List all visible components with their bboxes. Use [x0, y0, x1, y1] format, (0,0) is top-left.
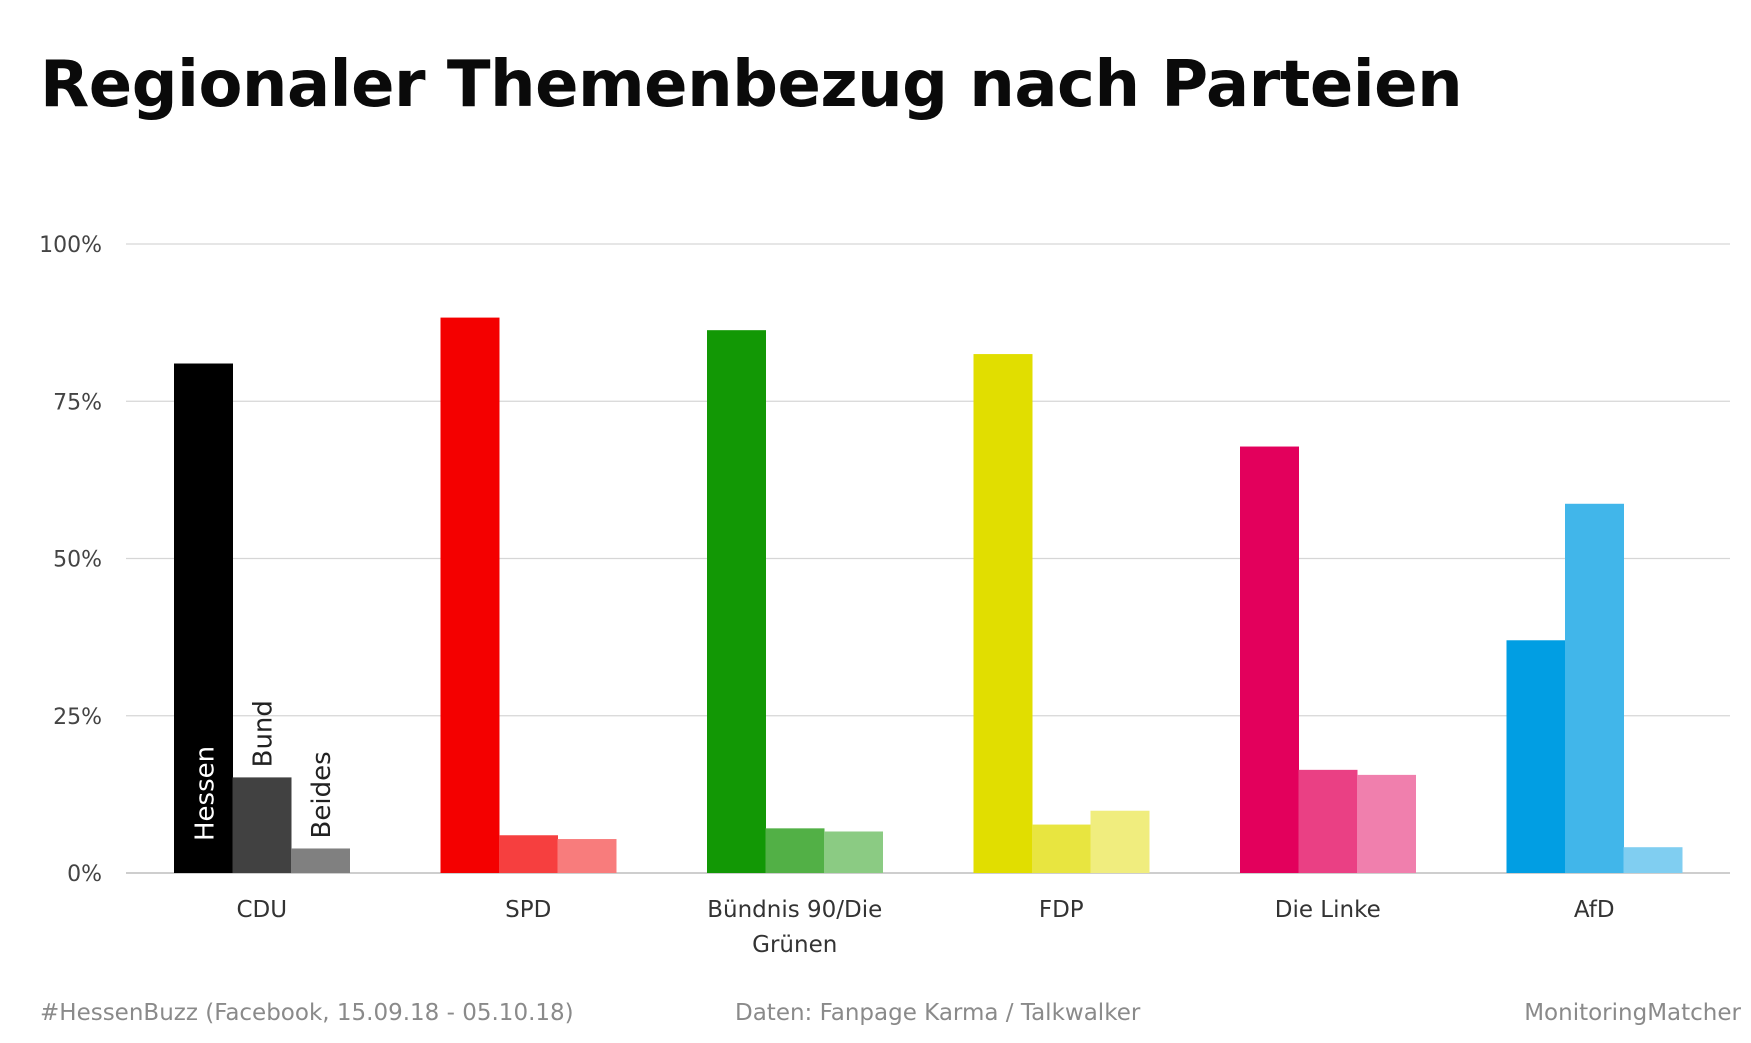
y-tick-label: 0% — [67, 862, 102, 887]
y-tick-label: 25% — [53, 705, 102, 730]
bar-0-3 — [973, 354, 1033, 873]
x-category-label: FDP — [1039, 897, 1084, 923]
footer-data-credit: Daten: Fanpage Karma / Talkwalker — [735, 1000, 1141, 1026]
y-tick-label: 50% — [53, 548, 102, 573]
bar-0-0 — [174, 363, 233, 873]
x-category-label: CDU — [236, 897, 287, 923]
bar-1-4 — [1298, 769, 1358, 873]
bar-0-4 — [1240, 446, 1299, 873]
y-tick-label: 75% — [53, 390, 102, 415]
footer-brand: MonitoringMatcher — [1524, 1000, 1741, 1026]
bar-0-2 — [707, 330, 766, 874]
bars — [174, 317, 1683, 874]
bar-1-2 — [765, 828, 825, 873]
footer-source: #HessenBuzz (Facebook, 15.09.18 - 05.10.… — [40, 1000, 574, 1026]
x-category-label: AfD — [1574, 897, 1615, 923]
bar-2-3 — [1090, 810, 1150, 873]
chart-title: Regionaler Themenbezug nach Parteien — [40, 48, 1463, 122]
x-category-label: Grünen — [752, 932, 837, 958]
bar-2-4 — [1357, 774, 1416, 873]
x-axis-labels: CDU SPD Bündnis 90/Die Grünen FDP Die Linke Af… — [236, 897, 1614, 958]
bar-1-0 — [232, 777, 292, 873]
bar-2-1 — [557, 839, 617, 873]
y-axis-ticks: 0% 25% 50% 75% 100% — [39, 233, 102, 887]
gridlines — [126, 243, 1730, 874]
bar-2-2 — [824, 831, 883, 873]
bar-1-5 — [1565, 503, 1624, 873]
bar-0-5 — [1506, 640, 1566, 873]
series-label: Bund — [249, 700, 279, 767]
bar-2-5 — [1623, 847, 1683, 873]
series-labels: Hessen Bund Beides — [190, 700, 337, 841]
series-label: Hessen — [190, 746, 220, 841]
x-category-label: SPD — [505, 897, 551, 923]
bar-0-1 — [440, 317, 500, 873]
y-tick-label: 100% — [39, 233, 102, 258]
bar-2-0 — [291, 848, 350, 873]
x-category-label: Bündnis 90/Die — [707, 897, 882, 923]
bar-1-3 — [1032, 824, 1091, 873]
x-category-label: Die Linke — [1275, 897, 1381, 923]
bar-1-1 — [499, 835, 558, 873]
series-label: Beides — [307, 751, 337, 838]
